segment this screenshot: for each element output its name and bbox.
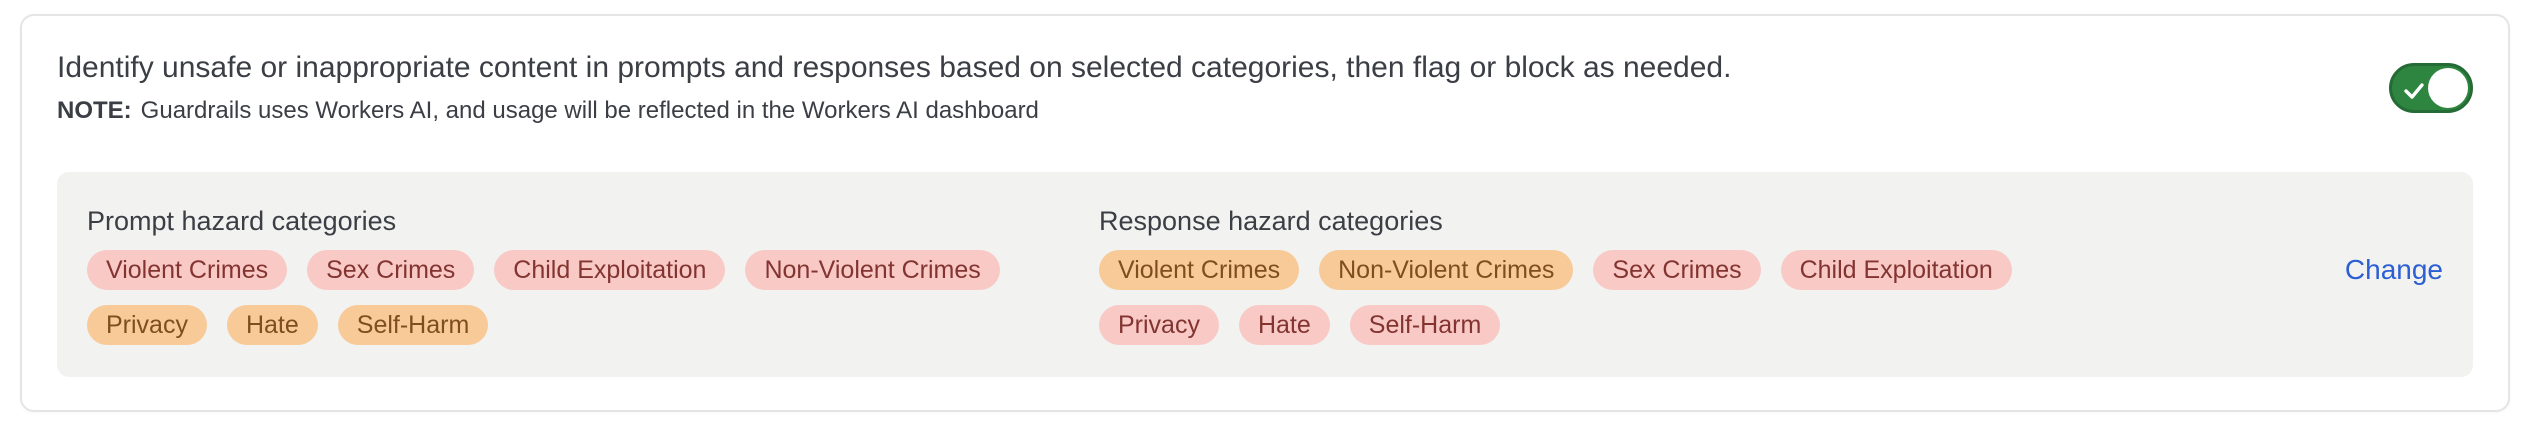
change-categories-link[interactable]: Change bbox=[2344, 254, 2443, 285]
category-chip: Hate bbox=[226, 305, 318, 345]
category-chip: Non-Violent Crimes bbox=[1319, 250, 1574, 290]
note-text: Guardrails uses Workers AI, and usage wi… bbox=[140, 97, 1039, 124]
change-cell: Change bbox=[2345, 204, 2443, 290]
category-chip: Self-Harm bbox=[1349, 305, 1501, 345]
note-label: NOTE: bbox=[57, 97, 132, 124]
category-chip: Privacy bbox=[1099, 305, 1219, 345]
card-text-block: Identify unsafe or inappropriate content… bbox=[57, 48, 1731, 128]
card-header-row: Identify unsafe or inappropriate content… bbox=[57, 48, 2473, 128]
guardrails-note: NOTE: Guardrails uses Workers AI, and usa… bbox=[57, 94, 1731, 128]
category-chip: Violent Crimes bbox=[87, 250, 288, 290]
category-chip: Child Exploitation bbox=[494, 250, 726, 290]
category-chip: Child Exploitation bbox=[1780, 250, 2012, 290]
category-chip-row: Privacy Hate Self-Harm bbox=[87, 305, 1099, 345]
category-chip-row: Violent Crimes Sex Crimes Child Exploitati… bbox=[87, 250, 1099, 290]
prompt-categories-column: Prompt hazard categories Violent Crimes S… bbox=[87, 204, 1099, 345]
response-categories-column: Response hazard categories Violent Crime… bbox=[1099, 204, 2345, 345]
category-chip: Sex Crimes bbox=[1593, 250, 1761, 290]
prompt-categories-heading: Prompt hazard categories bbox=[87, 206, 397, 236]
response-categories-heading: Response hazard categories bbox=[1099, 206, 1443, 236]
category-chip: Self-Harm bbox=[337, 305, 489, 345]
check-icon bbox=[2404, 83, 2424, 99]
category-chip: Hate bbox=[1238, 305, 1330, 345]
category-chip: Sex Crimes bbox=[307, 250, 475, 290]
guardrails-enabled-toggle[interactable] bbox=[2389, 63, 2473, 113]
category-chip: Violent Crimes bbox=[1099, 250, 1300, 290]
category-chip: Non-Violent Crimes bbox=[745, 250, 1000, 290]
toggle-knob bbox=[2428, 68, 2468, 108]
category-chip-row: Privacy Hate Self-Harm bbox=[1099, 305, 2345, 345]
category-chip-row: Violent Crimes Non-Violent Crimes Sex Crim… bbox=[1099, 250, 2345, 290]
prompt-categories-list: Violent Crimes Sex Crimes Child Exploitati… bbox=[87, 250, 1099, 345]
guardrails-settings-card: Identify unsafe or inappropriate content… bbox=[20, 14, 2510, 412]
response-categories-list: Violent Crimes Non-Violent Crimes Sex Crim… bbox=[1099, 250, 2345, 345]
category-chip: Privacy bbox=[87, 305, 207, 345]
hazard-categories-panel: Prompt hazard categories Violent Crimes S… bbox=[57, 172, 2473, 377]
guardrails-description: Identify unsafe or inappropriate content… bbox=[57, 51, 1732, 84]
